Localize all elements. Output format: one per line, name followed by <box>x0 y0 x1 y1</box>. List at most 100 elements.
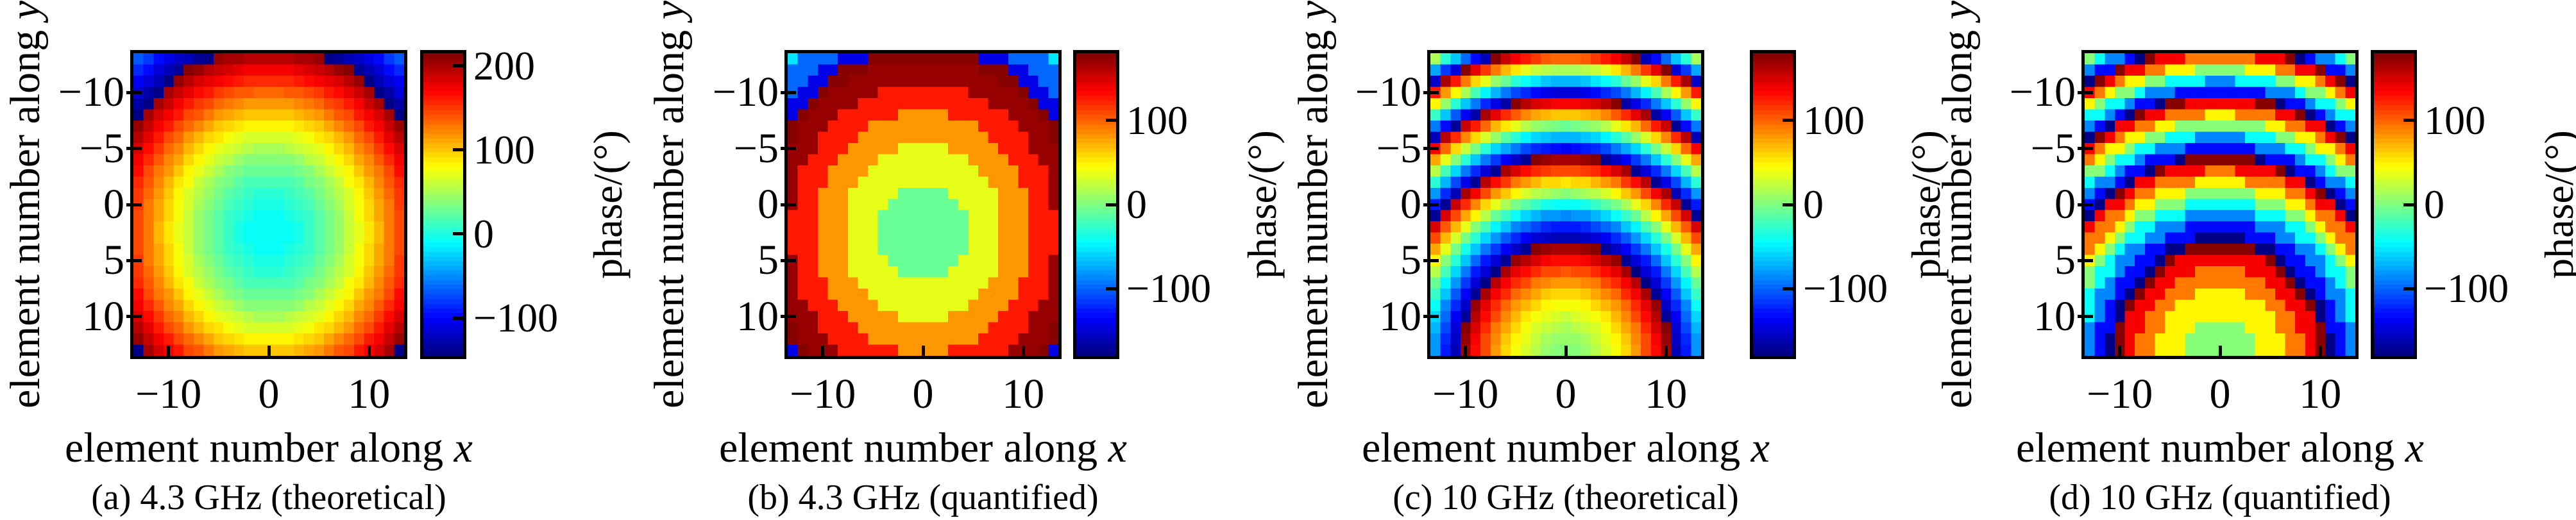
heatmap-plot <box>1427 50 1704 359</box>
x-tick-label: −10 <box>2087 371 2153 417</box>
heatmap-canvas <box>788 53 1058 356</box>
colorbar-axis-label: phase/(°) <box>585 130 631 279</box>
y-axis-label-variable: y <box>1934 1 1981 20</box>
y-tick-label: −10 <box>58 69 124 116</box>
colorbar-tick-label: 100 <box>1126 97 1188 143</box>
y-tick-mark <box>781 203 796 206</box>
y-axis-label-text: element number along <box>646 19 693 408</box>
y-tick-label: −5 <box>733 124 779 172</box>
x-tick-label: 0 <box>912 371 934 417</box>
heatmap-canvas <box>2085 53 2355 356</box>
x-tick-mark <box>921 346 925 356</box>
y-tick-label: 5 <box>2055 237 2076 284</box>
x-axis-label-text: element number along <box>65 424 454 471</box>
y-axis-label-text: element number along <box>1290 19 1337 408</box>
colorbar-tick-label: −100 <box>473 295 559 340</box>
panel-caption: (c) 10 GHz (theoretical) <box>1393 478 1739 517</box>
y-axis-label-text: element number along <box>1934 19 1981 408</box>
colorbar-tick-mark <box>1783 119 1793 122</box>
colorbar-tick-mark <box>1783 287 1793 290</box>
x-axis-label: element number along x <box>719 427 1127 469</box>
x-tick-mark <box>167 346 171 356</box>
x-tick-mark <box>267 346 271 356</box>
heatmap-plot <box>130 50 407 359</box>
y-tick-mark <box>781 147 796 151</box>
colorbar-tick-mark <box>2403 287 2414 290</box>
y-axis-label: element number along y <box>2 1 49 408</box>
heatmap-canvas <box>1430 53 1701 356</box>
x-axis-label-text: element number along <box>2016 424 2405 471</box>
y-tick-mark <box>2078 90 2093 94</box>
y-tick-mark <box>1423 203 1439 206</box>
y-tick-mark <box>126 315 142 319</box>
x-tick-mark <box>2218 346 2222 356</box>
y-tick-mark <box>2078 258 2093 262</box>
heatmap-plot <box>784 50 1062 359</box>
x-axis-label: element number along x <box>1362 427 1770 469</box>
colorbar-tick-label: 0 <box>1126 181 1147 227</box>
colorbar-tick-mark <box>1106 119 1116 122</box>
y-axis-label: element number along y <box>1290 1 1337 408</box>
x-tick-label: 10 <box>2299 371 2342 417</box>
x-axis-label: element number along x <box>2016 427 2424 469</box>
colorbar-tick-label: 0 <box>1803 181 1824 227</box>
colorbar-tick-mark <box>453 232 463 236</box>
y-tick-label: 0 <box>1400 181 1421 228</box>
y-tick-label: 5 <box>1400 237 1421 284</box>
y-tick-label: 10 <box>1379 292 1421 340</box>
x-tick-label: −10 <box>1432 371 1499 417</box>
y-tick-label: 0 <box>758 181 779 228</box>
colorbar-tick-mark <box>1783 203 1793 206</box>
y-tick-label: −10 <box>1355 69 1421 116</box>
panel-a: element number along y phase/(°) element… <box>0 0 644 520</box>
y-tick-label: 10 <box>2033 292 2076 340</box>
y-tick-mark <box>2078 315 2093 319</box>
x-tick-label: −10 <box>790 371 856 417</box>
colorbar-tick-label: 100 <box>1803 97 1865 143</box>
panel-b: element number along y phase/(°) element… <box>644 0 1288 520</box>
colorbar-tick-mark <box>1106 287 1116 290</box>
x-tick-mark <box>1464 346 1468 356</box>
x-tick-label: 10 <box>1002 371 1045 417</box>
y-tick-mark <box>126 258 142 262</box>
x-tick-mark <box>1021 346 1025 356</box>
x-tick-mark <box>1564 346 1568 356</box>
x-tick-mark <box>821 346 825 356</box>
x-tick-mark <box>2118 346 2122 356</box>
y-tick-label: −10 <box>712 69 779 116</box>
y-tick-label: 5 <box>758 237 779 284</box>
colorbar-tick-label: 0 <box>473 210 494 256</box>
y-tick-mark <box>126 203 142 206</box>
colorbar-tick-label: 100 <box>473 126 535 172</box>
panel-c: element number along y phase/(°) element… <box>1288 0 1949 520</box>
y-axis-label-variable: y <box>646 1 693 20</box>
x-tick-label: 0 <box>2209 371 2231 417</box>
y-tick-label: −10 <box>2009 69 2076 116</box>
y-tick-label: 10 <box>82 292 124 340</box>
panel-caption: (d) 10 GHz (quantified) <box>2049 478 2391 517</box>
x-tick-mark <box>1664 346 1668 356</box>
x-axis-label-variable: x <box>1750 424 1770 471</box>
y-tick-label: 0 <box>2055 181 2076 228</box>
y-axis-label-variable: y <box>1290 1 1337 20</box>
colorbar-tick-mark <box>453 316 463 320</box>
colorbar-axis-label: phase/(°) <box>1239 130 1285 279</box>
y-axis-label-text: element number along <box>2 19 49 408</box>
x-tick-label: 0 <box>258 371 280 417</box>
x-axis-label: element number along x <box>65 427 473 469</box>
x-tick-label: 0 <box>1555 371 1577 417</box>
colorbar-tick-label: 200 <box>473 42 535 88</box>
y-tick-mark <box>1423 147 1439 151</box>
y-tick-label: 10 <box>736 292 779 340</box>
y-tick-mark <box>126 90 142 94</box>
panel-caption: (b) 4.3 GHz (quantified) <box>747 478 1099 517</box>
colorbar-tick-mark <box>453 64 463 68</box>
y-tick-label: 5 <box>103 237 124 284</box>
y-tick-label: 0 <box>103 181 124 228</box>
y-axis-label: element number along y <box>646 1 693 408</box>
colorbar <box>420 50 466 359</box>
heatmap-plot <box>2081 50 2359 359</box>
panel-d: element number along y phase/(°) element… <box>1932 0 2576 520</box>
y-tick-label: −5 <box>1376 124 1421 172</box>
